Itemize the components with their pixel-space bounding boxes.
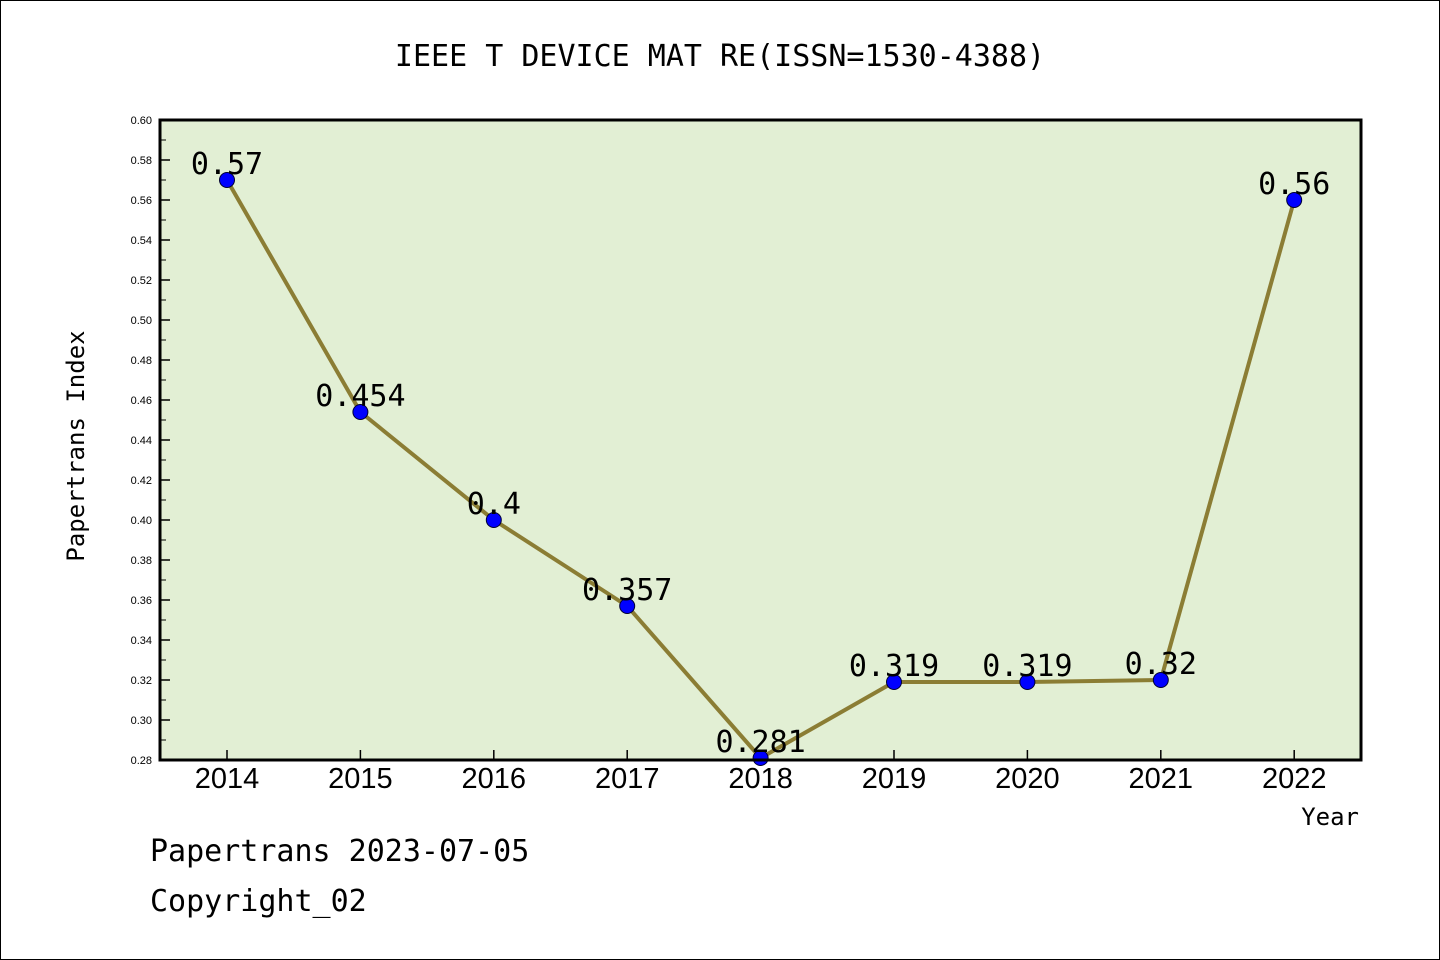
footer-copyright: Copyright_02 <box>150 884 367 919</box>
x-tick-label: 2021 <box>1129 763 1194 795</box>
data-point <box>1019 674 1036 690</box>
data-label: 0.32 <box>1125 647 1197 682</box>
y-tick-label: 0.60 <box>131 115 152 127</box>
data-label: 0.56 <box>1258 167 1330 202</box>
data-label: 0.57 <box>191 147 263 182</box>
plot-border <box>158 118 1363 762</box>
x-axis-title: Year <box>1301 803 1359 831</box>
y-tick-label: 0.42 <box>131 475 152 487</box>
y-tick-label: 0.32 <box>131 675 152 687</box>
x-tick-label: 2018 <box>728 763 793 795</box>
data-point <box>219 172 235 188</box>
y-tick-label: 0.30 <box>131 715 152 727</box>
data-label: 0.4 <box>467 487 521 522</box>
y-tick-label: 0.50 <box>131 315 152 327</box>
data-labels: 0.57 0.454 0.4 0.357 0.281 0.319 0.319 0.32 0.56 <box>191 147 1330 760</box>
x-tick-label: 2014 <box>195 763 260 795</box>
data-point <box>752 750 769 766</box>
x-tick-label: 2020 <box>995 763 1060 795</box>
y-tick-label: 0.46 <box>131 395 152 407</box>
y-axis-title: Papertrans Index <box>62 330 90 561</box>
footer-date: Papertrans 2023-07-05 <box>150 834 530 869</box>
data-point <box>1152 672 1169 688</box>
x-tick-label: 2022 <box>1262 763 1327 795</box>
y-tick-label: 0.58 <box>131 155 152 167</box>
data-label: 0.319 <box>982 649 1072 684</box>
x-axis: 2014 2015 2016 2017 2018 2019 2020 2021 2022 <box>195 750 1327 795</box>
data-points <box>219 172 1303 766</box>
y-axis: 0.28 0.30 0.32 0.34 0.36 0.38 0.40 0.42 0.44 0.46… <box>131 115 170 767</box>
x-tick-label: 2017 <box>595 763 660 795</box>
y-tick-label: 0.36 <box>131 595 152 607</box>
y-tick-label: 0.52 <box>131 275 152 287</box>
y-tick-label: 0.34 <box>131 635 152 647</box>
data-label: 0.319 <box>849 649 939 684</box>
y-tick-label: 0.54 <box>131 235 152 247</box>
chart-title: IEEE T DEVICE MAT RE(ISSN=1530-4388) <box>395 39 1045 74</box>
data-point <box>886 674 902 690</box>
x-tick-label: 2015 <box>328 763 393 795</box>
data-point <box>1286 192 1303 208</box>
y-tick-label: 0.40 <box>131 515 152 527</box>
plot-area <box>160 120 1361 760</box>
data-label: 0.454 <box>315 379 405 414</box>
y-tick-label: 0.28 <box>131 755 152 767</box>
y-tick-label: 0.44 <box>131 435 152 447</box>
y-tick-label: 0.48 <box>131 355 152 367</box>
data-point <box>352 404 369 420</box>
data-point <box>485 512 502 528</box>
y-tick-label: 0.38 <box>131 555 152 567</box>
data-point <box>619 598 636 614</box>
data-label: 0.357 <box>582 573 672 608</box>
x-tick-label: 2019 <box>862 763 927 795</box>
data-label: 0.281 <box>715 725 805 760</box>
y-tick-label: 0.56 <box>131 195 152 207</box>
x-tick-label: 2016 <box>462 763 527 795</box>
